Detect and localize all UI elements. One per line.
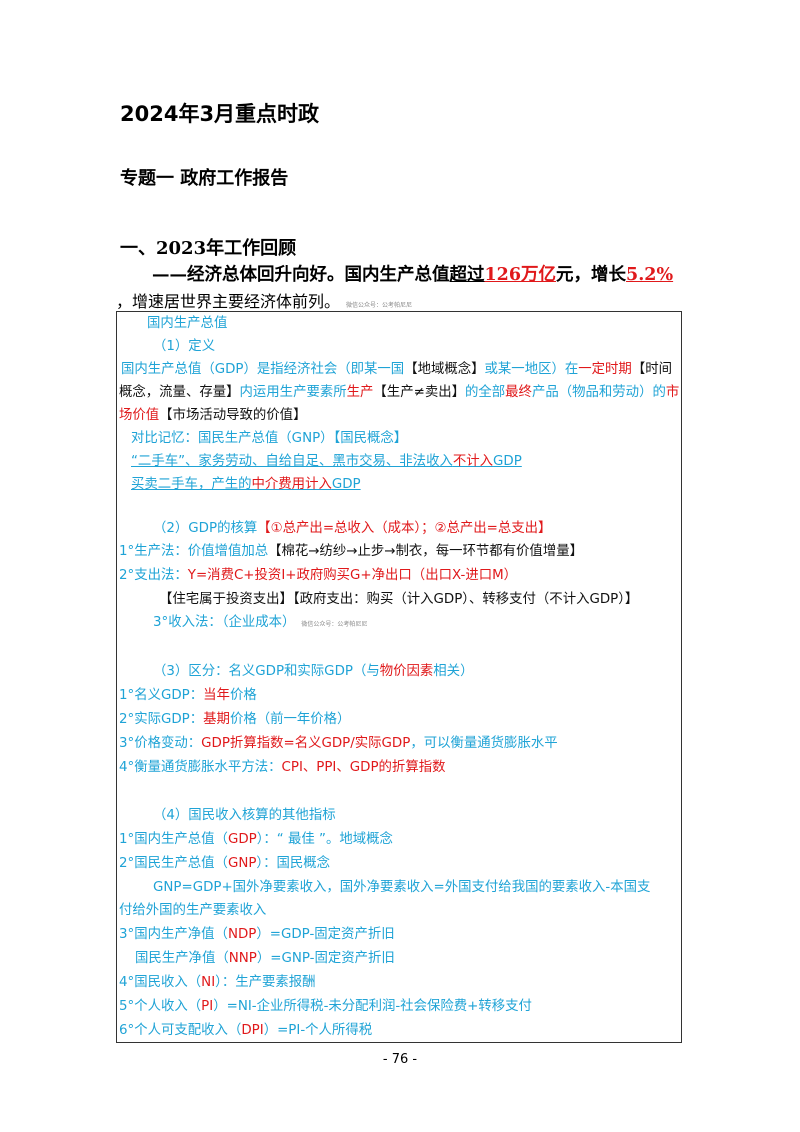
distinction-heading: （3）区分：名义GDP和实际GDP（与物价因素相关） [153,664,474,679]
included-items: 买卖二手车，产生的中介费用计入GDP [131,477,361,492]
indicator-gdp: 1°国内生产总值（GDP）：“ 最佳 ”。地域概念 [119,832,393,847]
inflation-measures: 4°衡量通货膨胀水平方法：CPI、PPI、GDP的折算指数 [119,760,446,775]
definition-heading: （1）定义 [153,339,216,354]
nominal-gdp: 1°名义GDP：当年价格 [119,688,257,703]
expenditure-note: 【住宅属于投资支出】【政府支出：购买（计入GDP）、转移支付（不计入GDP）】 [159,592,639,607]
definition-line-2: 概念，流量、存量】内运用生产要素所生产【生产≠卖出】的全部最终产品（物品和劳动）… [119,385,680,400]
lead-paragraph: ——经济总体回升向好。国内生产总值超过126万亿元，增长5.2% [152,265,674,285]
other-indicators-heading: （4）国民收入核算的其他指标 [153,808,336,823]
price-change: 3°价格变动：GDP折算指数=名义GDP/实际GDP，可以衡量通货膨胀水平 [119,736,558,751]
expenditure-method: 2°支出法：Y=消费C+投资I+政府购买G+净出口（出口X-进口M） [119,568,518,583]
lead-paragraph-cont: ，增速居世界主要经济体前列。 微信公众号：公考帕尼尼 [116,292,413,311]
box-heading: 国内生产总值 [147,316,228,331]
indicator-ni: 4°国民收入（NI）：生产要素报酬 [119,975,316,990]
section-heading: 一、2023年工作回顾 [120,238,297,259]
gnp-formula: GNP=GDP+国外净要素收入，国外净要素收入=外国支付给我国的要素收入-本国支 [153,880,651,895]
notes-box: 国内生产总值 （1）定义 国内生产总值（GDP）是指经济社会（即某一国【地域概念… [116,311,682,1043]
page-title: 2024年3月重点时政 [120,102,320,126]
comparison-note: 对比记忆：国民生产总值（GNP）【国民概念】 [131,431,408,446]
indicator-dpi: 6°个人可支配收入（DPI）=PI-个人所得税 [119,1023,373,1038]
indicator-ndp: 3°国内生产净值（NDP）=GDP-固定资产折旧 [119,927,395,942]
excluded-items: “二手车”、家务劳动、自给自足、黑市交易、非法收入不计入GDP [131,454,522,469]
definition-line-1: 国内生产总值（GDP）是指经济社会（即某一国【地域概念】或某一地区）在一定时期【… [121,362,672,377]
gnp-formula-cont: 付给外国的生产要素收入 [119,903,267,918]
production-method: 1°生产法：价值增值加总【棉花→纺纱→止步→制衣，每一环节都有价值增量】 [119,544,583,559]
indicator-gnp: 2°国民生产总值（GNP）：国民概念 [119,856,331,871]
watermark: 微信公众号：公考帕尼尼 [301,621,368,628]
accounting-heading: （2）GDP的核算【①总产出=总收入（成本）；②总产出=总支出】 [153,521,552,536]
definition-line-3: 场价值【市场活动导致的价值】 [119,408,307,423]
topic-heading: 专题一 政府工作报告 [120,168,289,189]
watermark: 微信公众号：公考帕尼尼 [346,302,413,309]
real-gdp: 2°实际GDP：基期价格（前一年价格） [119,712,351,727]
page-number: - 76 - [382,1052,418,1067]
income-method: 3°收入法：（企业成本） 微信公众号：公考帕尼尼 [153,615,368,630]
indicator-pi: 5°个人收入（PI）=NI-企业所得税-未分配利润-社会保险费+转移支付 [119,999,532,1014]
indicator-nnp: 国民生产净值（NNP）=GNP-固定资产折旧 [135,951,395,966]
